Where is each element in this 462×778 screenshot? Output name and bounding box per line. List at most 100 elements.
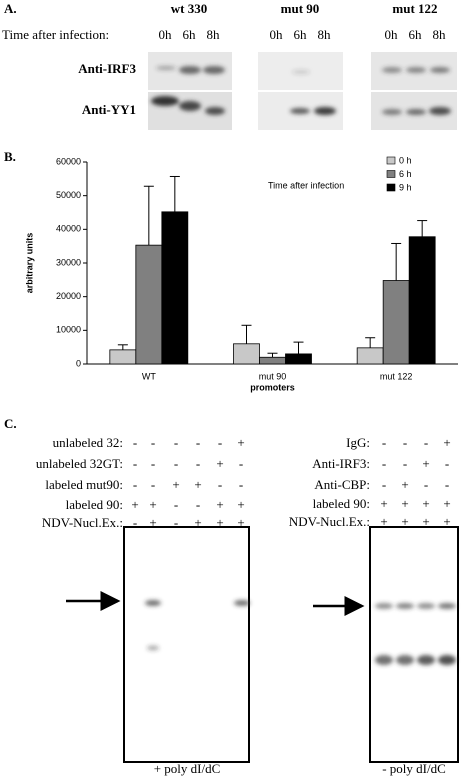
row-label: labeled mut90:	[45, 477, 123, 492]
lane-sign: -	[445, 477, 449, 492]
lane-sign: +	[443, 435, 450, 450]
y-tick-label: 40000	[56, 224, 81, 234]
legend-swatch	[386, 170, 396, 178]
lane-sign: -	[196, 456, 200, 471]
bar	[356, 347, 384, 365]
y-axis-label: arbitrary units	[24, 233, 34, 294]
lane-sign: -	[174, 456, 178, 471]
bar	[161, 211, 189, 365]
panel-label: A.	[4, 1, 17, 16]
row-label: unlabeled 32GT:	[36, 456, 123, 471]
panel-label: B.	[4, 149, 16, 164]
group-name: mut 90	[281, 1, 320, 16]
lane-sign: -	[382, 477, 386, 492]
lane-sign: -	[239, 477, 243, 492]
lane-sign: +	[216, 497, 223, 512]
x-tick-label: WT	[142, 371, 156, 381]
time-point: 6h	[183, 27, 197, 42]
row-label: NDV-Nucl.Ex.:	[289, 514, 370, 529]
lane-sign: +	[443, 496, 450, 511]
x-axis-label: promoters	[250, 382, 295, 392]
y-tick-label: 10000	[56, 325, 81, 335]
lane-sign: +	[422, 456, 429, 471]
legend-label: 6 h	[399, 169, 412, 179]
lane-sign: -	[424, 435, 428, 450]
row-label: Anti-IRF3	[78, 61, 136, 76]
time-point: 6h	[409, 27, 423, 42]
lane-sign: -	[218, 435, 222, 450]
lane-sign: -	[174, 435, 178, 450]
bar	[382, 280, 410, 365]
lane-sign: +	[216, 515, 223, 530]
bar	[408, 236, 436, 365]
panel-label: C.	[4, 416, 17, 431]
lane-sign: +	[194, 477, 201, 492]
x-tick-label: mut 90	[259, 371, 287, 381]
lane-sign: +	[237, 497, 244, 512]
lane-sign: -	[382, 435, 386, 450]
time-point: 0h	[270, 27, 284, 42]
lane-sign: -	[174, 515, 178, 530]
x-tick-label: mut 122	[380, 371, 413, 381]
lane-sign: -	[151, 477, 155, 492]
lane-sign: -	[403, 456, 407, 471]
lane-sign: -	[151, 456, 155, 471]
lane-sign: -	[196, 497, 200, 512]
lane-sign: +	[401, 514, 408, 529]
time-label: Time after infection:	[2, 27, 109, 42]
lane-sign: -	[239, 456, 243, 471]
row-label: Anti-YY1	[82, 102, 136, 117]
legend-swatch	[386, 183, 396, 192]
row-label: Anti-IRF3:	[312, 456, 370, 471]
lane-sign: -	[382, 456, 386, 471]
lane-sign: -	[174, 497, 178, 512]
lane-sign: +	[172, 477, 179, 492]
lane-sign: +	[380, 496, 387, 511]
time-point: 8h	[207, 27, 221, 42]
lane-sign: +	[237, 515, 244, 530]
lane-sign: -	[403, 435, 407, 450]
lane-sign: +	[149, 497, 156, 512]
y-tick-label: 60000	[56, 156, 81, 166]
y-tick-label: 30000	[56, 257, 81, 267]
gel-caption: - poly dI/dC	[382, 761, 446, 776]
row-label: labeled 90:	[66, 497, 123, 512]
row-label: Anti-CBP:	[314, 477, 370, 492]
legend-title: Time after infection	[268, 180, 344, 190]
lane-sign: -	[196, 435, 200, 450]
lane-sign: -	[218, 477, 222, 492]
bar	[135, 244, 163, 365]
lane-sign: +	[131, 497, 138, 512]
lane-sign: +	[401, 477, 408, 492]
lane-sign: +	[422, 514, 429, 529]
row-label: unlabeled 32:	[53, 435, 123, 450]
time-point: 6h	[294, 27, 308, 42]
time-point: 8h	[433, 27, 447, 42]
lane-sign: +	[216, 456, 223, 471]
gels	[66, 526, 459, 763]
lane-sign: +	[422, 496, 429, 511]
lane-sign: +	[443, 514, 450, 529]
bar	[259, 356, 286, 365]
bar	[233, 343, 260, 365]
row-label: NDV-Nucl.Ex.:	[42, 515, 123, 530]
lane-sign: +	[149, 515, 156, 530]
lane-sign: -	[133, 477, 137, 492]
legend-label: 0 h	[399, 155, 412, 165]
lane-sign: +	[401, 496, 408, 511]
row-label: labeled 90:	[313, 496, 370, 511]
lane-sign: -	[133, 456, 137, 471]
time-point: 0h	[159, 27, 173, 42]
bar	[285, 353, 312, 365]
blots	[148, 52, 457, 130]
lane-sign: -	[133, 515, 137, 530]
row-label: IgG:	[346, 435, 370, 450]
lane-sign: -	[424, 477, 428, 492]
y-tick-label: 50000	[56, 190, 81, 200]
y-tick-label: 0	[76, 358, 81, 368]
lane-sign: -	[133, 435, 137, 450]
group-name: wt 330	[171, 1, 207, 16]
y-tick-label: 20000	[56, 291, 81, 301]
gel-caption: + poly dI/dC	[154, 761, 221, 776]
